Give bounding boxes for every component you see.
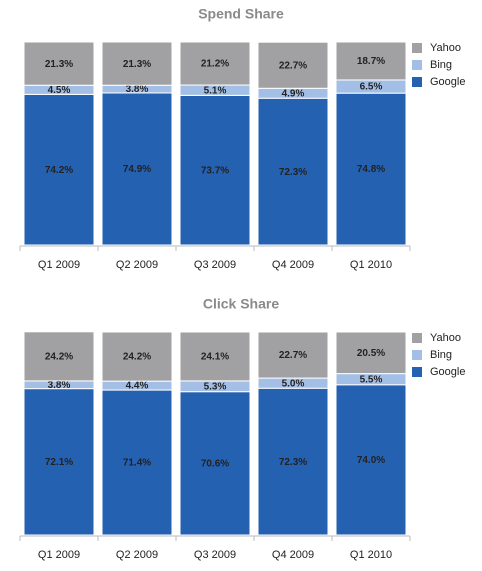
bar-segment: [257, 387, 329, 536]
value-label: 22.7%: [279, 60, 307, 71]
bar-segment: [23, 41, 95, 86]
value-label: 74.2%: [45, 165, 73, 176]
x-tick-label: Q1 2009: [38, 549, 80, 561]
bar-segment: [101, 92, 173, 246]
legend-label: Bing: [430, 349, 452, 361]
value-label: 74.0%: [357, 455, 385, 466]
bar-segment: [257, 41, 329, 89]
value-label: 24.2%: [45, 352, 73, 363]
chart: Click Share Q1 2009 72.1% 3.8% 24.2% Q2 2009 7…: [19, 296, 465, 561]
chart-title: Click Share: [203, 296, 279, 312]
x-tick-label: Q4 2009: [272, 549, 314, 561]
value-label: 5.3%: [204, 381, 227, 392]
x-tick-label: Q2 2009: [116, 259, 158, 271]
legend-swatch: [412, 77, 422, 87]
x-tick-label: Q3 2009: [194, 549, 236, 561]
value-label: 71.4%: [123, 458, 151, 469]
value-label: 4.4%: [126, 381, 149, 392]
x-tick-label: Q4 2009: [272, 259, 314, 271]
value-label: 3.8%: [126, 84, 149, 95]
bar-segment: [101, 41, 173, 86]
chart-title: Spend Share: [198, 6, 284, 22]
x-tick-label: Q3 2009: [194, 259, 236, 271]
bar-segment: [257, 97, 329, 246]
x-tick-label: Q1 2010: [350, 259, 392, 271]
bar-segment: [101, 331, 173, 382]
value-label: 72.1%: [45, 457, 73, 468]
bar-segment: [23, 93, 95, 246]
bar-segment: [335, 384, 407, 536]
value-label: 72.3%: [279, 457, 307, 468]
value-label: 4.9%: [282, 88, 305, 99]
value-label: 24.1%: [201, 352, 229, 363]
legend-label: Google: [430, 76, 465, 88]
bar-segment: [179, 331, 251, 382]
legend-swatch: [412, 333, 422, 343]
bar-segment: [101, 389, 173, 536]
x-tick-label: Q2 2009: [116, 549, 158, 561]
legend-label: Yahoo: [430, 332, 461, 344]
value-label: 73.7%: [201, 165, 229, 176]
value-label: 22.7%: [279, 350, 307, 361]
chart: Spend Share Q1 2009 74.2% 4.5% 21.3% Q2 2009 7…: [19, 6, 465, 271]
bar-segment: [179, 41, 251, 86]
value-label: 70.6%: [201, 458, 229, 469]
legend-swatch: [412, 43, 422, 53]
bar-segment: [335, 41, 407, 81]
legend-label: Yahoo: [430, 42, 461, 54]
legend-swatch: [412, 60, 422, 70]
value-label: 6.5%: [360, 82, 383, 93]
value-label: 72.3%: [279, 167, 307, 178]
legend-swatch: [412, 367, 422, 377]
value-label: 18.7%: [357, 56, 385, 67]
value-label: 5.1%: [204, 85, 227, 96]
legend-swatch: [412, 350, 422, 360]
value-label: 5.0%: [282, 378, 305, 389]
value-label: 20.5%: [357, 348, 385, 359]
x-tick-label: Q1 2009: [38, 259, 80, 271]
bar-segment: [335, 92, 407, 246]
bar-segment: [179, 391, 251, 536]
legend-label: Google: [430, 366, 465, 378]
bar-segment: [335, 331, 407, 375]
value-label: 74.8%: [357, 164, 385, 175]
value-label: 74.9%: [123, 164, 151, 175]
value-label: 24.2%: [123, 352, 151, 363]
value-label: 3.8%: [48, 380, 71, 391]
bar-segment: [23, 331, 95, 382]
value-label: 21.3%: [45, 59, 73, 70]
legend-label: Bing: [430, 59, 452, 71]
value-label: 21.2%: [201, 59, 229, 70]
x-tick-label: Q1 2010: [350, 549, 392, 561]
value-label: 5.5%: [360, 374, 383, 385]
bar-segment: [179, 94, 251, 246]
value-label: 4.5%: [48, 85, 71, 96]
value-label: 21.3%: [123, 59, 151, 70]
bar-segment: [23, 388, 95, 536]
bar-segment: [257, 331, 329, 379]
